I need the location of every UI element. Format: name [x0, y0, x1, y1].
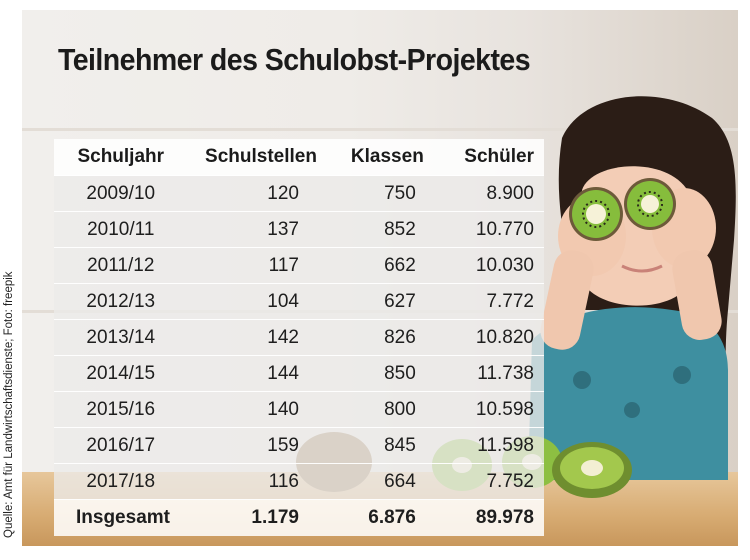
table-cell: 11.738: [439, 355, 544, 392]
table-cell: 120: [187, 175, 329, 212]
table-cell: 2014/15: [54, 355, 188, 392]
table-cell: 7.752: [439, 463, 544, 500]
table-cell: 140: [187, 391, 329, 428]
table-cell: 800: [328, 391, 440, 428]
table-cell: 117: [187, 247, 329, 284]
table-row: 2011/12 117 662 10.030: [54, 247, 544, 284]
table-cell: 850: [328, 355, 440, 392]
infographic: Teilnehmer des Schulobst-Projektes Schul…: [22, 10, 738, 546]
column-header: Schulstellen: [187, 139, 329, 176]
table-row: 2012/13 104 627 7.772: [54, 283, 544, 320]
table-cell: 852: [328, 211, 440, 248]
table-cell: 2010/11: [54, 211, 188, 248]
chart-title: Teilnehmer des Schulobst-Projektes: [58, 42, 531, 77]
table-cell: 664: [328, 463, 440, 500]
table-cell: 8.900: [439, 175, 544, 212]
column-header: Schuljahr: [54, 139, 188, 176]
data-table: Schuljahr Schulstellen Klassen Schüler 2…: [54, 139, 544, 536]
table-cell: 159: [187, 427, 329, 464]
total-cell: 89.978: [439, 499, 544, 536]
table-cell: 2009/10: [54, 175, 188, 212]
background-shelf: [22, 128, 738, 131]
total-label: Insgesamt: [54, 499, 188, 536]
table-row: 2013/14 142 826 10.820: [54, 319, 544, 356]
shirt-print: [573, 371, 591, 389]
table-cell: 10.820: [439, 319, 544, 356]
table-total-row: Insgesamt 1.179 6.876 89.978: [54, 499, 544, 536]
table-cell: 2012/13: [54, 283, 188, 320]
source-credit: Quelle: Amt für Landwirtschaftsdienste; …: [3, 271, 15, 538]
kiwi-slice-right-eye: [624, 178, 676, 230]
table-cell: 104: [187, 283, 329, 320]
table-cell: 7.772: [439, 283, 544, 320]
table-cell: 116: [187, 463, 329, 500]
column-header: Klassen: [328, 139, 440, 176]
table-cell: 826: [328, 319, 440, 356]
table-cell: 662: [328, 247, 440, 284]
table-cell: 750: [328, 175, 440, 212]
table-row: 2016/17 159 845 11.598: [54, 427, 544, 464]
table-cell: 137: [187, 211, 329, 248]
table-row: 2010/11 137 852 10.770: [54, 211, 544, 248]
table-cell: 11.598: [439, 427, 544, 464]
girl-with-kiwis-photo: [296, 96, 736, 498]
left-arm: [540, 250, 594, 350]
table-cell: 2013/14: [54, 319, 188, 356]
mouth: [621, 264, 663, 273]
table-cell: 845: [328, 427, 440, 464]
table-row: 2017/18 116 664 7.752: [54, 463, 544, 500]
shirt-print: [673, 366, 691, 384]
table-header-row: Schuljahr Schulstellen Klassen Schüler: [54, 139, 544, 176]
table-cell: 144: [187, 355, 329, 392]
total-cell: 1.179: [187, 499, 329, 536]
table-row: 2009/10 120 750 8.900: [54, 175, 544, 212]
shirt: [528, 307, 728, 480]
column-header: Schüler: [439, 139, 544, 176]
table-cell: 2011/12: [54, 247, 188, 284]
table-row: 2014/15 144 850 11.738: [54, 355, 544, 392]
table-cell: 10.598: [439, 391, 544, 428]
table-cell: 627: [328, 283, 440, 320]
table-cell: 2016/17: [54, 427, 188, 464]
shirt-print: [624, 402, 640, 418]
right-arm: [672, 250, 722, 340]
table-cell: 2015/16: [54, 391, 188, 428]
kiwi-slice-left-eye: [569, 187, 623, 241]
table-cell: 10.030: [439, 247, 544, 284]
total-cell: 6.876: [328, 499, 440, 536]
table-row: 2015/16 140 800 10.598: [54, 391, 544, 428]
table-cell: 2017/18: [54, 463, 188, 500]
table-cell: 142: [187, 319, 329, 356]
table-cell: 10.770: [439, 211, 544, 248]
